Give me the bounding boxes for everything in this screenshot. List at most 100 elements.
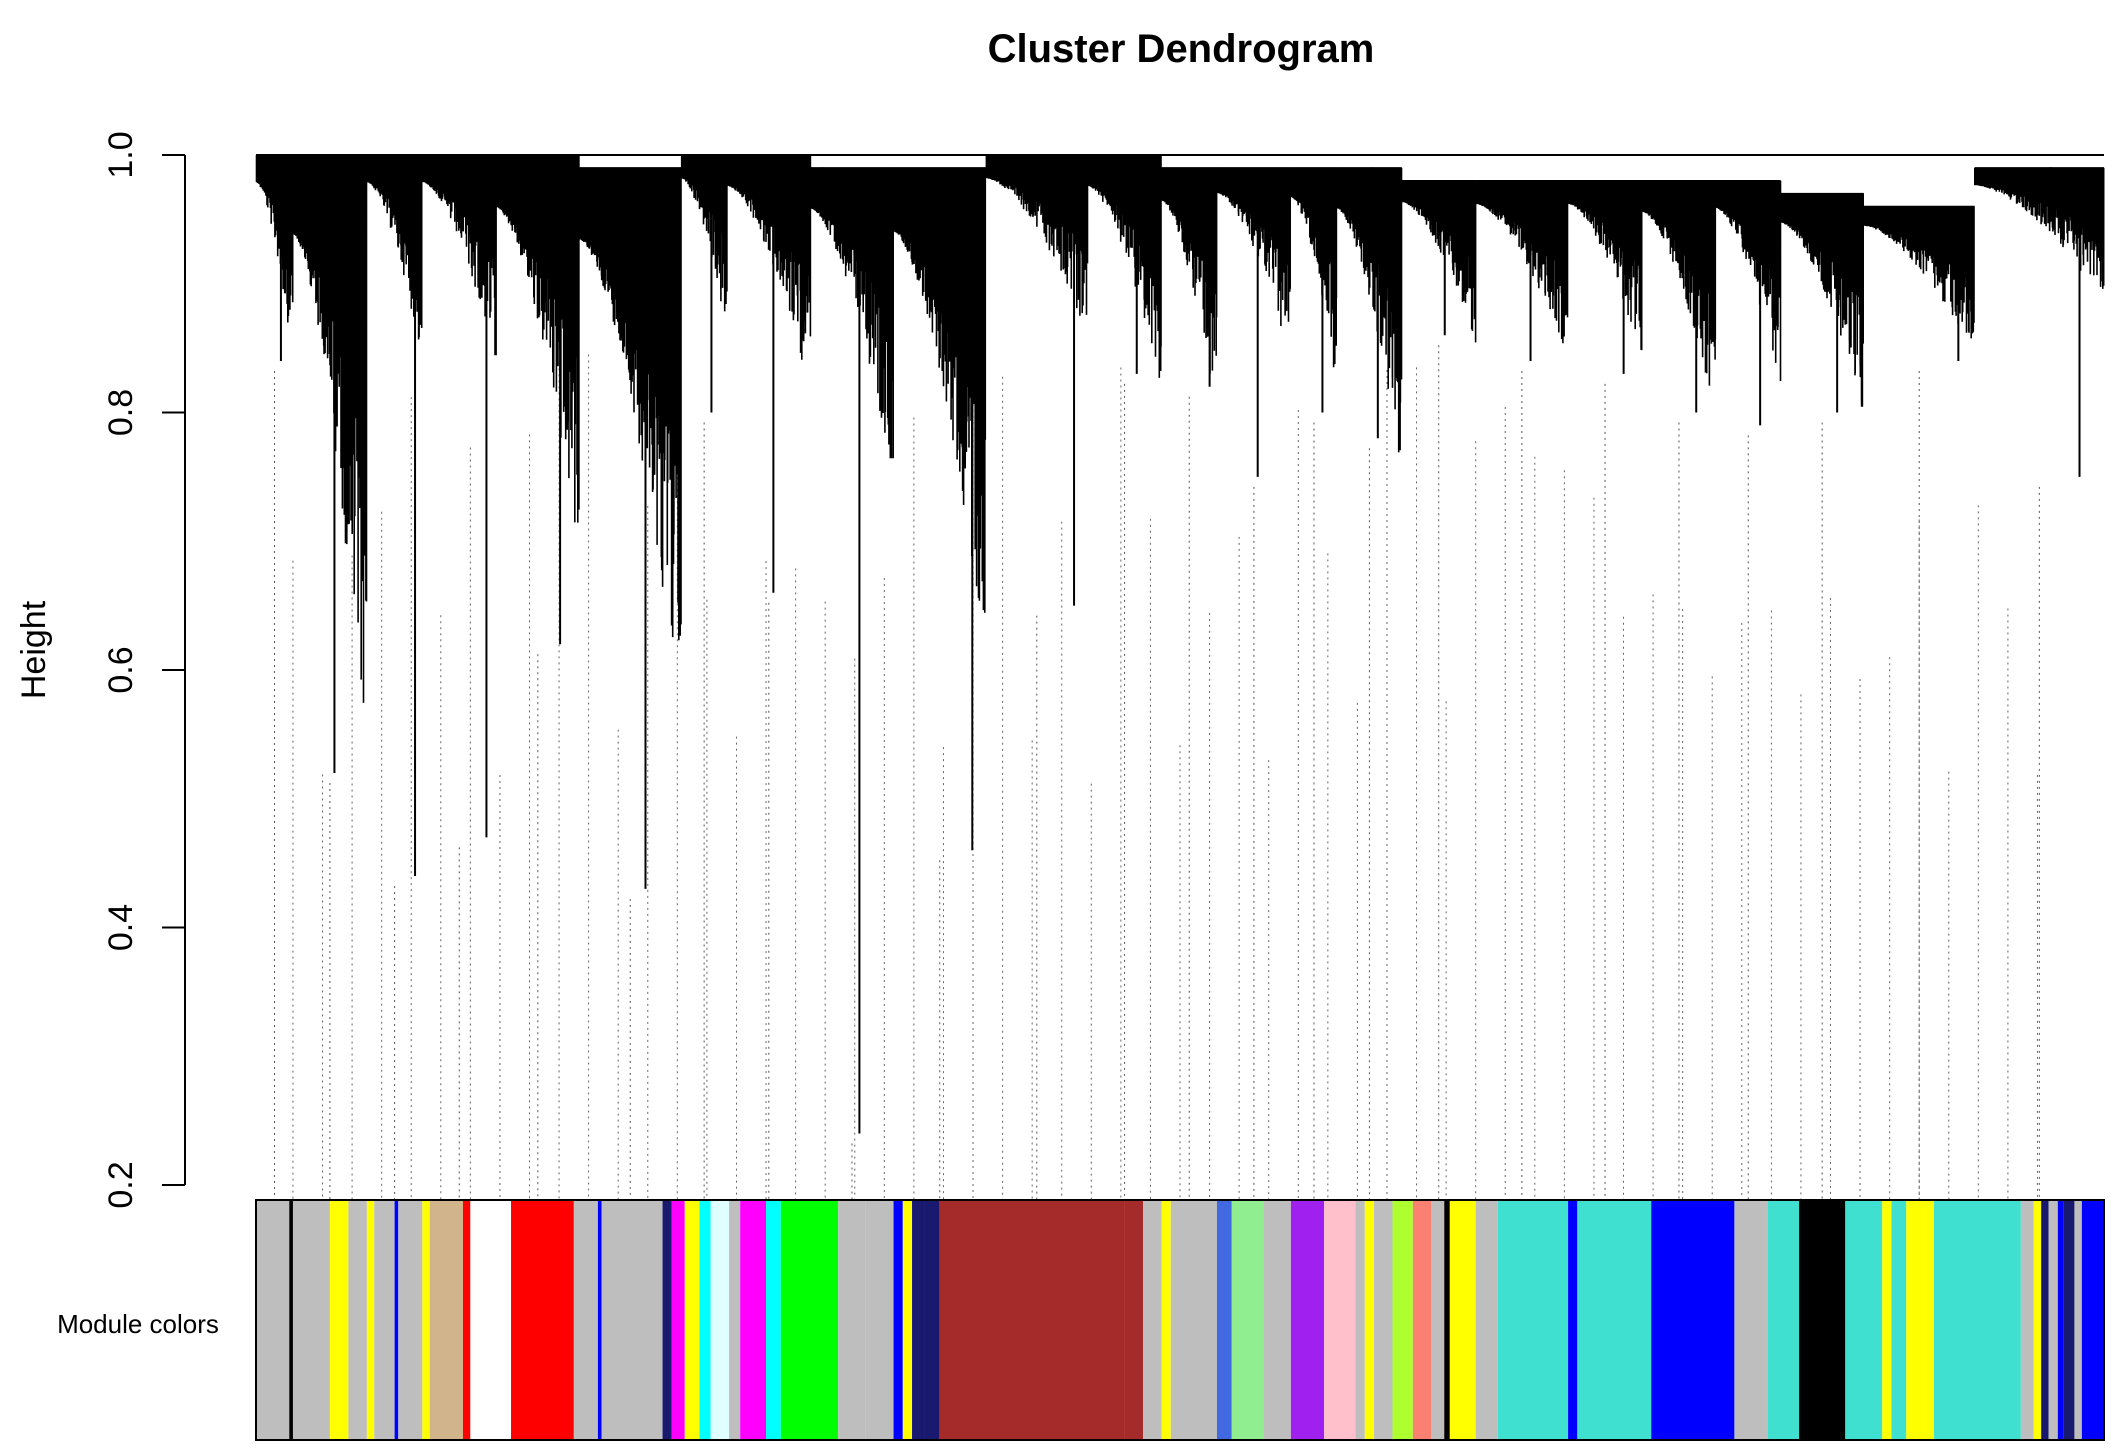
module-color-bar-frame [255,1199,2105,1441]
module-color-band [1124,1200,1144,1440]
module-color-band [1431,1200,1445,1440]
module-color-band [902,1200,913,1440]
module-color-band [348,1200,367,1440]
module-color-band [766,1200,781,1440]
module-color-band [1734,1200,1768,1440]
dendrogram-leaves [1863,206,1975,339]
dendrogram-cluster [1336,167,1403,453]
dendrogram-leaves [1974,167,2105,289]
module-color-band [2057,1200,2064,1440]
module-color-band [1290,1200,1325,1440]
dendrogram-cluster [726,154,812,593]
module-color-band [1577,1200,1652,1440]
module-color-band [1497,1200,1569,1440]
module-color-band [740,1200,767,1440]
dendrogram-leaves [1475,180,1569,344]
module-color-band [374,1200,395,1440]
dendrogram-leaves [366,154,423,340]
module-color-band [462,1200,471,1440]
dendrogram-cluster [1290,167,1338,413]
chart-title: Cluster Dendrogram [988,27,1375,71]
module-color-band [1449,1200,1476,1440]
dendrogram-leaves [726,154,812,360]
module-color-band [422,1200,430,1440]
dendrogram-leaves [1715,180,1782,381]
module-color-band [2020,1200,2034,1440]
dendrogram-cluster [1401,180,1477,343]
module-color-band [662,1200,672,1440]
module-color-band [329,1200,349,1440]
dendrogram-cluster [985,154,1089,606]
dendrogram-leaves [255,154,294,323]
dendrogram-cluster [422,154,497,838]
module-color-band [1891,1200,1907,1440]
module-color-band [1845,1200,1883,1440]
dendrogram-cluster [579,167,682,889]
module-color-bar [255,1199,2105,1441]
dendrogram-leaves [809,167,894,459]
module-color-band [1324,1200,1356,1440]
module-color-band [1767,1200,1800,1440]
module-color-band [924,1200,940,1440]
module-color-band [256,1200,290,1440]
module-color-band [729,1200,741,1440]
module-color-band [1906,1200,1934,1440]
dendrogram-leaves [1216,167,1291,326]
dendrogram-leaves [680,154,728,312]
y-tick-label: 1.0 [102,131,140,178]
dendrogram-cluster [1567,180,1643,374]
module-color-band [2074,1200,2082,1440]
dendrogram-leaves [1401,180,1477,343]
module-color-band [1933,1200,2021,1440]
module-color-band [1143,1200,1162,1440]
dendrogram-leaves [985,154,1089,316]
module-color-band [470,1200,482,1440]
module-color-band [710,1200,730,1440]
module-color-band [2041,1200,2049,1440]
module-color-band [1651,1200,1735,1440]
module-color-band [292,1200,330,1440]
module-color-band [398,1200,423,1440]
dendrogram-leaves [292,155,368,703]
y-tick-label: 0.8 [102,389,140,436]
module-color-band [865,1200,894,1440]
dendrogram-cluster [1216,167,1291,477]
dendrogram-leaves [1087,155,1162,378]
y-axis: 0.2 0.4 0.6 0.8 1.0 [102,131,186,1209]
module-color-band [780,1200,839,1440]
dendrogram-cluster [1161,167,1218,387]
module-color-band [1161,1200,1171,1440]
dendrogram-cluster [255,154,294,361]
module-color-band [511,1200,574,1440]
module-color-band [838,1200,866,1440]
leaf-guide-lines [273,345,2040,1200]
dendrogram-cluster [1475,180,1569,361]
module-color-band [671,1200,685,1440]
dendrogram-cluster [366,154,423,876]
module-color-band [1444,1200,1450,1440]
module-color-band [289,1200,293,1440]
module-colors-label: Module colors [57,1309,219,1339]
dendrogram-leaves [1780,193,1864,407]
dendrogram-leaves [579,167,682,641]
module-color-band [1882,1200,1892,1440]
module-color-band [366,1200,375,1440]
module-color-band [2048,1200,2058,1440]
dendrogram-cluster [680,154,728,413]
module-color-band [1412,1200,1432,1440]
module-color-band [394,1200,399,1440]
module-color-band [2081,1200,2104,1440]
dendrogram-leaves [1161,167,1218,374]
dendrogram-leaves [1567,180,1643,351]
dendrogram-cluster [292,154,368,773]
dendrogram-cluster [1780,192,1864,413]
module-color-band [2033,1200,2042,1440]
dendrogram-leaves [893,167,987,613]
module-color-band [1364,1200,1375,1440]
dendrogram-cluster [893,167,987,851]
module-color-band [1374,1200,1393,1440]
y-axis-label: Height [15,600,53,699]
dendrogram-cluster [496,154,580,645]
module-color-band [699,1200,711,1440]
module-color-band [912,1200,925,1440]
